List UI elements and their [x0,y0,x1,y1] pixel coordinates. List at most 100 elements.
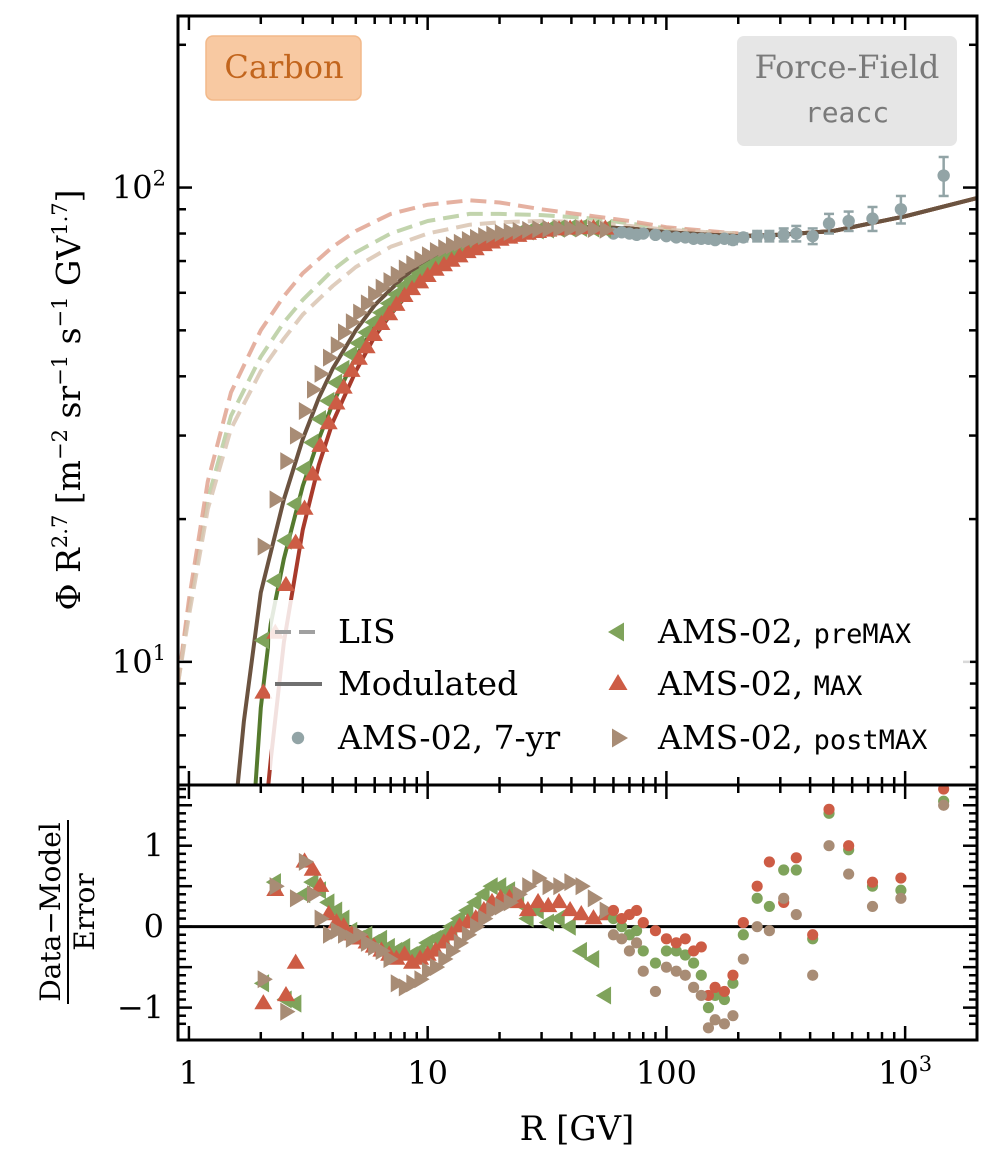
residual-postmax-point [599,901,615,920]
ams-02-max-point [426,260,445,276]
ams-02-7-yr-point [866,212,879,225]
residual-max-point [402,953,422,969]
ams-02-7-yr-point [806,229,819,243]
ams-02-postmax-point [486,225,502,244]
residual-postmax-point [289,889,306,908]
residual-postmax-point [461,925,478,944]
residual-7-yr-vs-max-point [807,929,819,941]
residual-postmax-point [438,950,454,969]
legend-item-2-label: AMS-02, 7-yr [337,718,560,757]
lis-curve-max [178,198,739,684]
ylabel-sup5: 1.7 [48,202,72,235]
residual-7-yr-vs-max-point [670,937,682,949]
residual-postmax-point [486,901,502,920]
legend-item-1-label: Modulated [338,664,518,703]
residual-postmax-point [522,877,538,896]
residual-postmax-point [542,877,558,896]
residual-premax-point [583,950,600,969]
residual-max-point [518,900,537,917]
ams-02-postmax-point [599,220,615,239]
residual-7-yr-vs-postmax-point [843,868,855,880]
residual-7-yr-vs-premax-point [751,892,763,904]
residual-max-point [529,892,548,909]
ams-02-postmax-point [503,222,519,242]
ams-02-postmax-point [322,348,339,367]
residual-7-yr-vs-max-point [679,933,691,945]
residual-y-tick-label: 0 [144,908,164,946]
ams-02-max-point [311,436,330,452]
ams-02-postmax-point [280,452,296,471]
ams-02-premax-point [265,572,281,591]
residual-7-yr-vs-premax-point [718,993,730,1006]
ams-02-premax-point [310,410,326,429]
legend-item-5-label: AMS-02, postMAX [657,718,927,757]
residual-7-yr-vs-premax-point [778,864,790,876]
ylabel-unit-b: sr [49,386,88,429]
residual-plot-frame [176,783,979,1042]
main-y-tick-label: 102 [112,167,166,207]
x-axis-label: R [GV] [520,1109,635,1149]
residual-7-yr-vs-postmax-point [630,937,643,949]
legend-item-2-swatch [291,731,305,745]
residual-premax-point [538,913,554,932]
residual-max-point [395,945,414,961]
residual-7-yr-vs-max-point [823,803,835,815]
residual-7-yr-vs-postmax-point [637,965,649,977]
ams-02-7-yr-point [842,214,855,228]
residual-postmax-point [564,873,580,892]
residual-7-yr-vs-postmax-point [616,933,628,945]
ylabel-sup2: −2 [48,429,72,460]
residual-y-tick-label: 1 [144,827,164,865]
residual-postmax-point [503,893,519,912]
ams-02-7-yr-point [649,228,662,242]
ylabel-unit-d: GV [49,235,88,297]
residual-postmax-point [512,885,528,904]
residual-postmax-point [338,925,354,944]
residual-7-yr-vs-postmax-point [679,969,691,981]
ams-02-premax-point [276,531,292,550]
residual-7-yr-vs-postmax-point [688,981,700,993]
residual-7-yr-vs-postmax-point [763,925,775,937]
ams-02-7-yr-point [670,231,683,244]
residual-7-yr-vs-premax-point [695,969,707,981]
residual-postmax-point [553,877,569,896]
residual-premax-point [371,929,388,948]
ams-02-postmax-point [289,426,306,445]
ams-02-max-point [372,314,391,330]
residual-y-axis-label: Data−Model Error [34,820,101,1004]
ams-02-postmax-point [512,221,528,240]
x-tick-label: 1 [179,1054,199,1092]
residual-7-yr-vs-premax-point [895,884,907,896]
ams-02-7-yr-point [726,233,740,247]
residual-premax-point [326,901,343,920]
residual-7-yr-vs-postmax-point [670,965,682,977]
ams-02-postmax-point [461,231,478,250]
element-badge: Carbon [205,35,362,101]
ams-02-postmax-point [575,219,591,238]
residual-7-yr-vs-postmax-point [938,799,950,811]
ams-02-max-point [295,499,314,515]
ylabel-unit-c: s [49,327,88,354]
residual-max-point [561,900,580,917]
ams-02-postmax-point [453,233,470,252]
residual-7-yr-vs-postmax-point [695,989,707,1002]
residual-postmax-point [314,909,330,928]
residual-7-yr-vs-postmax-point [823,840,835,852]
residual-ylabel-denominator: Error [68,873,101,951]
residual-postmax-point [307,885,323,904]
residual-7-yr-vs-postmax-point [807,969,819,981]
residual-7-yr-vs-postmax-point [790,908,802,921]
residual-postmax-point [587,889,603,908]
ams-02-7-yr-point [937,169,950,182]
residual-7-yr-vs-postmax-point [702,1022,715,1034]
residual-7-yr-vs-premax-point [763,900,775,913]
residual-premax-point [286,994,302,1013]
ams-02-postmax-point [532,220,548,239]
ams-02-7-yr-point [660,229,673,243]
ylabel-sup4: −1 [48,296,72,327]
residual-7-yr-vs-premax-point [637,945,649,957]
ams-02-max-point [303,465,322,481]
residual-max-point [254,994,273,1010]
lis-curve-postmax [178,219,739,684]
residual-postmax-point [453,933,470,952]
